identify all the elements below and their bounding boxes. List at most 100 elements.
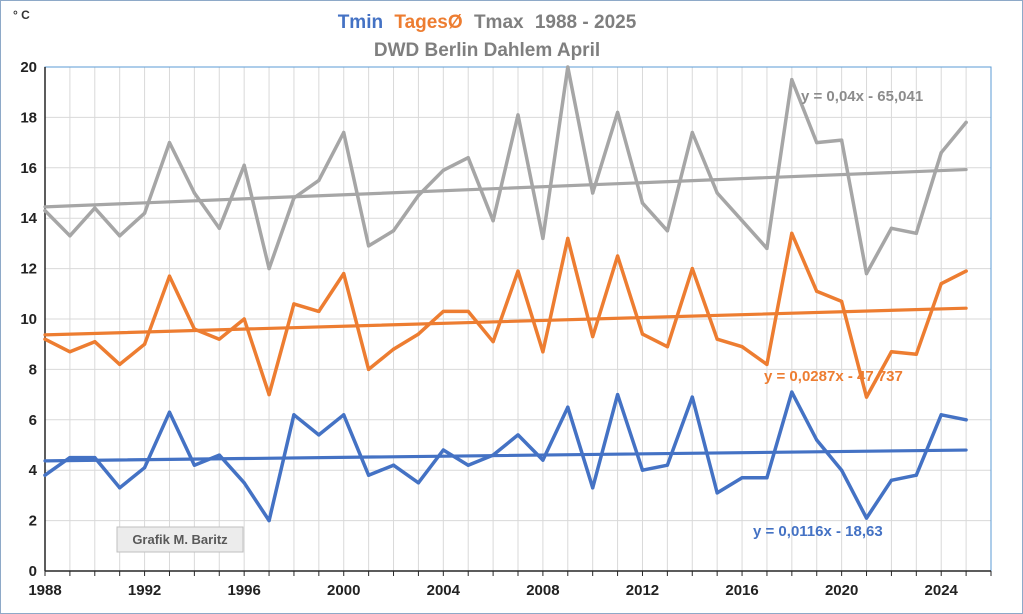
trend-lines [43, 167, 968, 463]
data-point-tmax [466, 156, 470, 160]
data-point-tmax [914, 231, 918, 235]
data-point-tages [391, 347, 396, 351]
y-tick-label: 14 [20, 210, 37, 227]
data-point-tages [815, 289, 819, 293]
credit-text: Grafik M. Baritz [132, 532, 228, 547]
data-point-tages [591, 335, 595, 339]
data-point-tmin [416, 481, 421, 485]
x-tick-label: 2012 [626, 582, 659, 599]
data-point-tmax [765, 246, 769, 251]
data-point-tmin [317, 433, 321, 437]
data-point-tmin [342, 413, 346, 417]
data-point-tmin [491, 453, 495, 457]
data-point-tmin [516, 433, 520, 437]
data-point-tmax [167, 141, 172, 145]
trend-line-tmin [43, 448, 968, 463]
data-point-tmin [591, 486, 595, 490]
data-point-tmax [566, 65, 570, 69]
data-point-tmax [815, 141, 819, 145]
data-point-tmin [292, 413, 296, 417]
chart-subtitle: DWD Berlin Dahlem April [374, 40, 600, 61]
data-point-tmax [367, 244, 371, 248]
data-point-tages [665, 345, 669, 349]
trend-equation-tages: y = 0,0287x - 47,737 [764, 368, 903, 385]
data-point-tmax [715, 191, 719, 195]
data-point-tages [740, 345, 744, 349]
data-point-tmin [43, 473, 47, 477]
axes: 0 2 4 6 8 10 12 14 16 18 20 1988 1992 1996 2000 2004 200… [20, 59, 992, 599]
y-tick-label: 20 [20, 59, 37, 76]
data-point-tages [167, 274, 172, 278]
trend-equation-tmin: y = 0,0116x - 18,63 [753, 523, 883, 540]
data-point-tmin [242, 481, 246, 485]
series-line-tmin [43, 390, 968, 523]
title-tages: TagesØ [394, 12, 462, 33]
data-point-tages [840, 299, 844, 303]
data-point-tmax [217, 226, 221, 230]
data-point-tmax [192, 191, 196, 195]
data-point-tmin [914, 473, 918, 477]
data-point-tmax [391, 229, 396, 233]
data-point-tages [68, 350, 72, 354]
data-point-tmax [665, 229, 669, 233]
y-tick-label: 16 [20, 160, 37, 177]
data-point-tages [93, 340, 97, 344]
data-point-tmin [889, 478, 894, 482]
series-lines [43, 65, 968, 523]
credit-box-background [116, 526, 244, 553]
data-point-tmax [690, 130, 694, 135]
data-point-tmax [416, 193, 421, 198]
data-point-tmin [640, 468, 645, 472]
y-tick-label: 10 [20, 311, 37, 328]
data-point-tmax [317, 178, 321, 182]
data-point-tmin [68, 456, 72, 460]
x-tick-label: 2024 [925, 582, 959, 599]
data-point-tmax [864, 272, 869, 276]
data-point-tmin [391, 463, 396, 467]
series-line-tmax [43, 65, 968, 276]
data-point-tages [342, 272, 346, 276]
data-point-tmin [790, 390, 794, 394]
data-point-tmax [964, 120, 968, 125]
data-point-tmin [466, 463, 470, 467]
chart-title: Tmin TagesØ Tmax 1988 - 2025 [338, 12, 637, 33]
data-point-tages [441, 309, 445, 314]
data-point-tmax [840, 138, 844, 142]
data-point-tmin [441, 448, 445, 452]
data-point-tages [242, 317, 246, 321]
data-point-tmax [68, 234, 72, 238]
data-point-tmin [93, 456, 97, 460]
data-point-tages [317, 309, 321, 314]
x-tick-label: 2020 [825, 582, 858, 599]
data-point-tages [416, 332, 421, 336]
data-point-tages [142, 342, 147, 346]
data-point-tmax [342, 130, 346, 135]
data-point-tmin [665, 463, 669, 467]
data-point-tmin [615, 393, 620, 397]
data-point-tages [964, 269, 968, 273]
data-point-tages [690, 267, 694, 271]
x-tick-label: 2000 [327, 582, 360, 599]
data-point-tmin [864, 516, 869, 520]
data-point-tages [790, 231, 794, 235]
data-point-tmin [192, 463, 196, 467]
data-point-tages [566, 236, 570, 240]
data-point-tmin [715, 491, 719, 495]
y-tick-label: 12 [20, 261, 37, 278]
series-line-tages [43, 231, 968, 399]
data-point-tages [367, 367, 371, 371]
y-tick-label: 6 [29, 412, 37, 429]
data-point-tages [715, 337, 719, 341]
data-point-tages [491, 340, 495, 344]
data-point-tmax [93, 206, 97, 210]
data-point-tages [615, 254, 620, 258]
y-tick-label: 4 [29, 462, 38, 479]
data-point-tages [43, 337, 47, 341]
x-tick-label: 1988 [28, 582, 61, 599]
credit-box: Grafik M. Baritz [116, 526, 244, 553]
y-tick-label: 0 [29, 563, 37, 580]
data-point-tmin [267, 519, 271, 523]
y-tick-label: 2 [29, 513, 37, 530]
data-point-tmax [939, 151, 943, 155]
